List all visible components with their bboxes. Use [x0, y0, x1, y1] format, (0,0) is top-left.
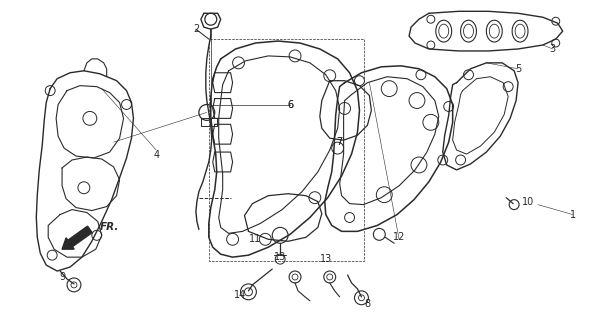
Text: 5: 5	[515, 64, 521, 74]
Text: 9: 9	[59, 272, 65, 282]
Text: 13: 13	[320, 254, 332, 264]
Text: 6: 6	[287, 100, 293, 110]
Text: 13: 13	[274, 252, 286, 262]
Text: 3: 3	[550, 44, 556, 54]
Text: 2: 2	[193, 24, 199, 34]
Text: 10: 10	[522, 196, 534, 207]
Text: 8: 8	[364, 299, 370, 309]
Text: 7: 7	[337, 137, 343, 147]
Text: 6: 6	[287, 100, 293, 110]
Text: 12: 12	[393, 232, 406, 242]
Text: 1: 1	[570, 210, 576, 220]
FancyArrow shape	[62, 226, 92, 249]
Text: 7: 7	[337, 137, 343, 147]
Text: 4: 4	[153, 150, 159, 160]
Text: 11: 11	[249, 234, 262, 244]
Text: 14: 14	[234, 290, 247, 300]
Text: FR.: FR.	[100, 222, 119, 232]
